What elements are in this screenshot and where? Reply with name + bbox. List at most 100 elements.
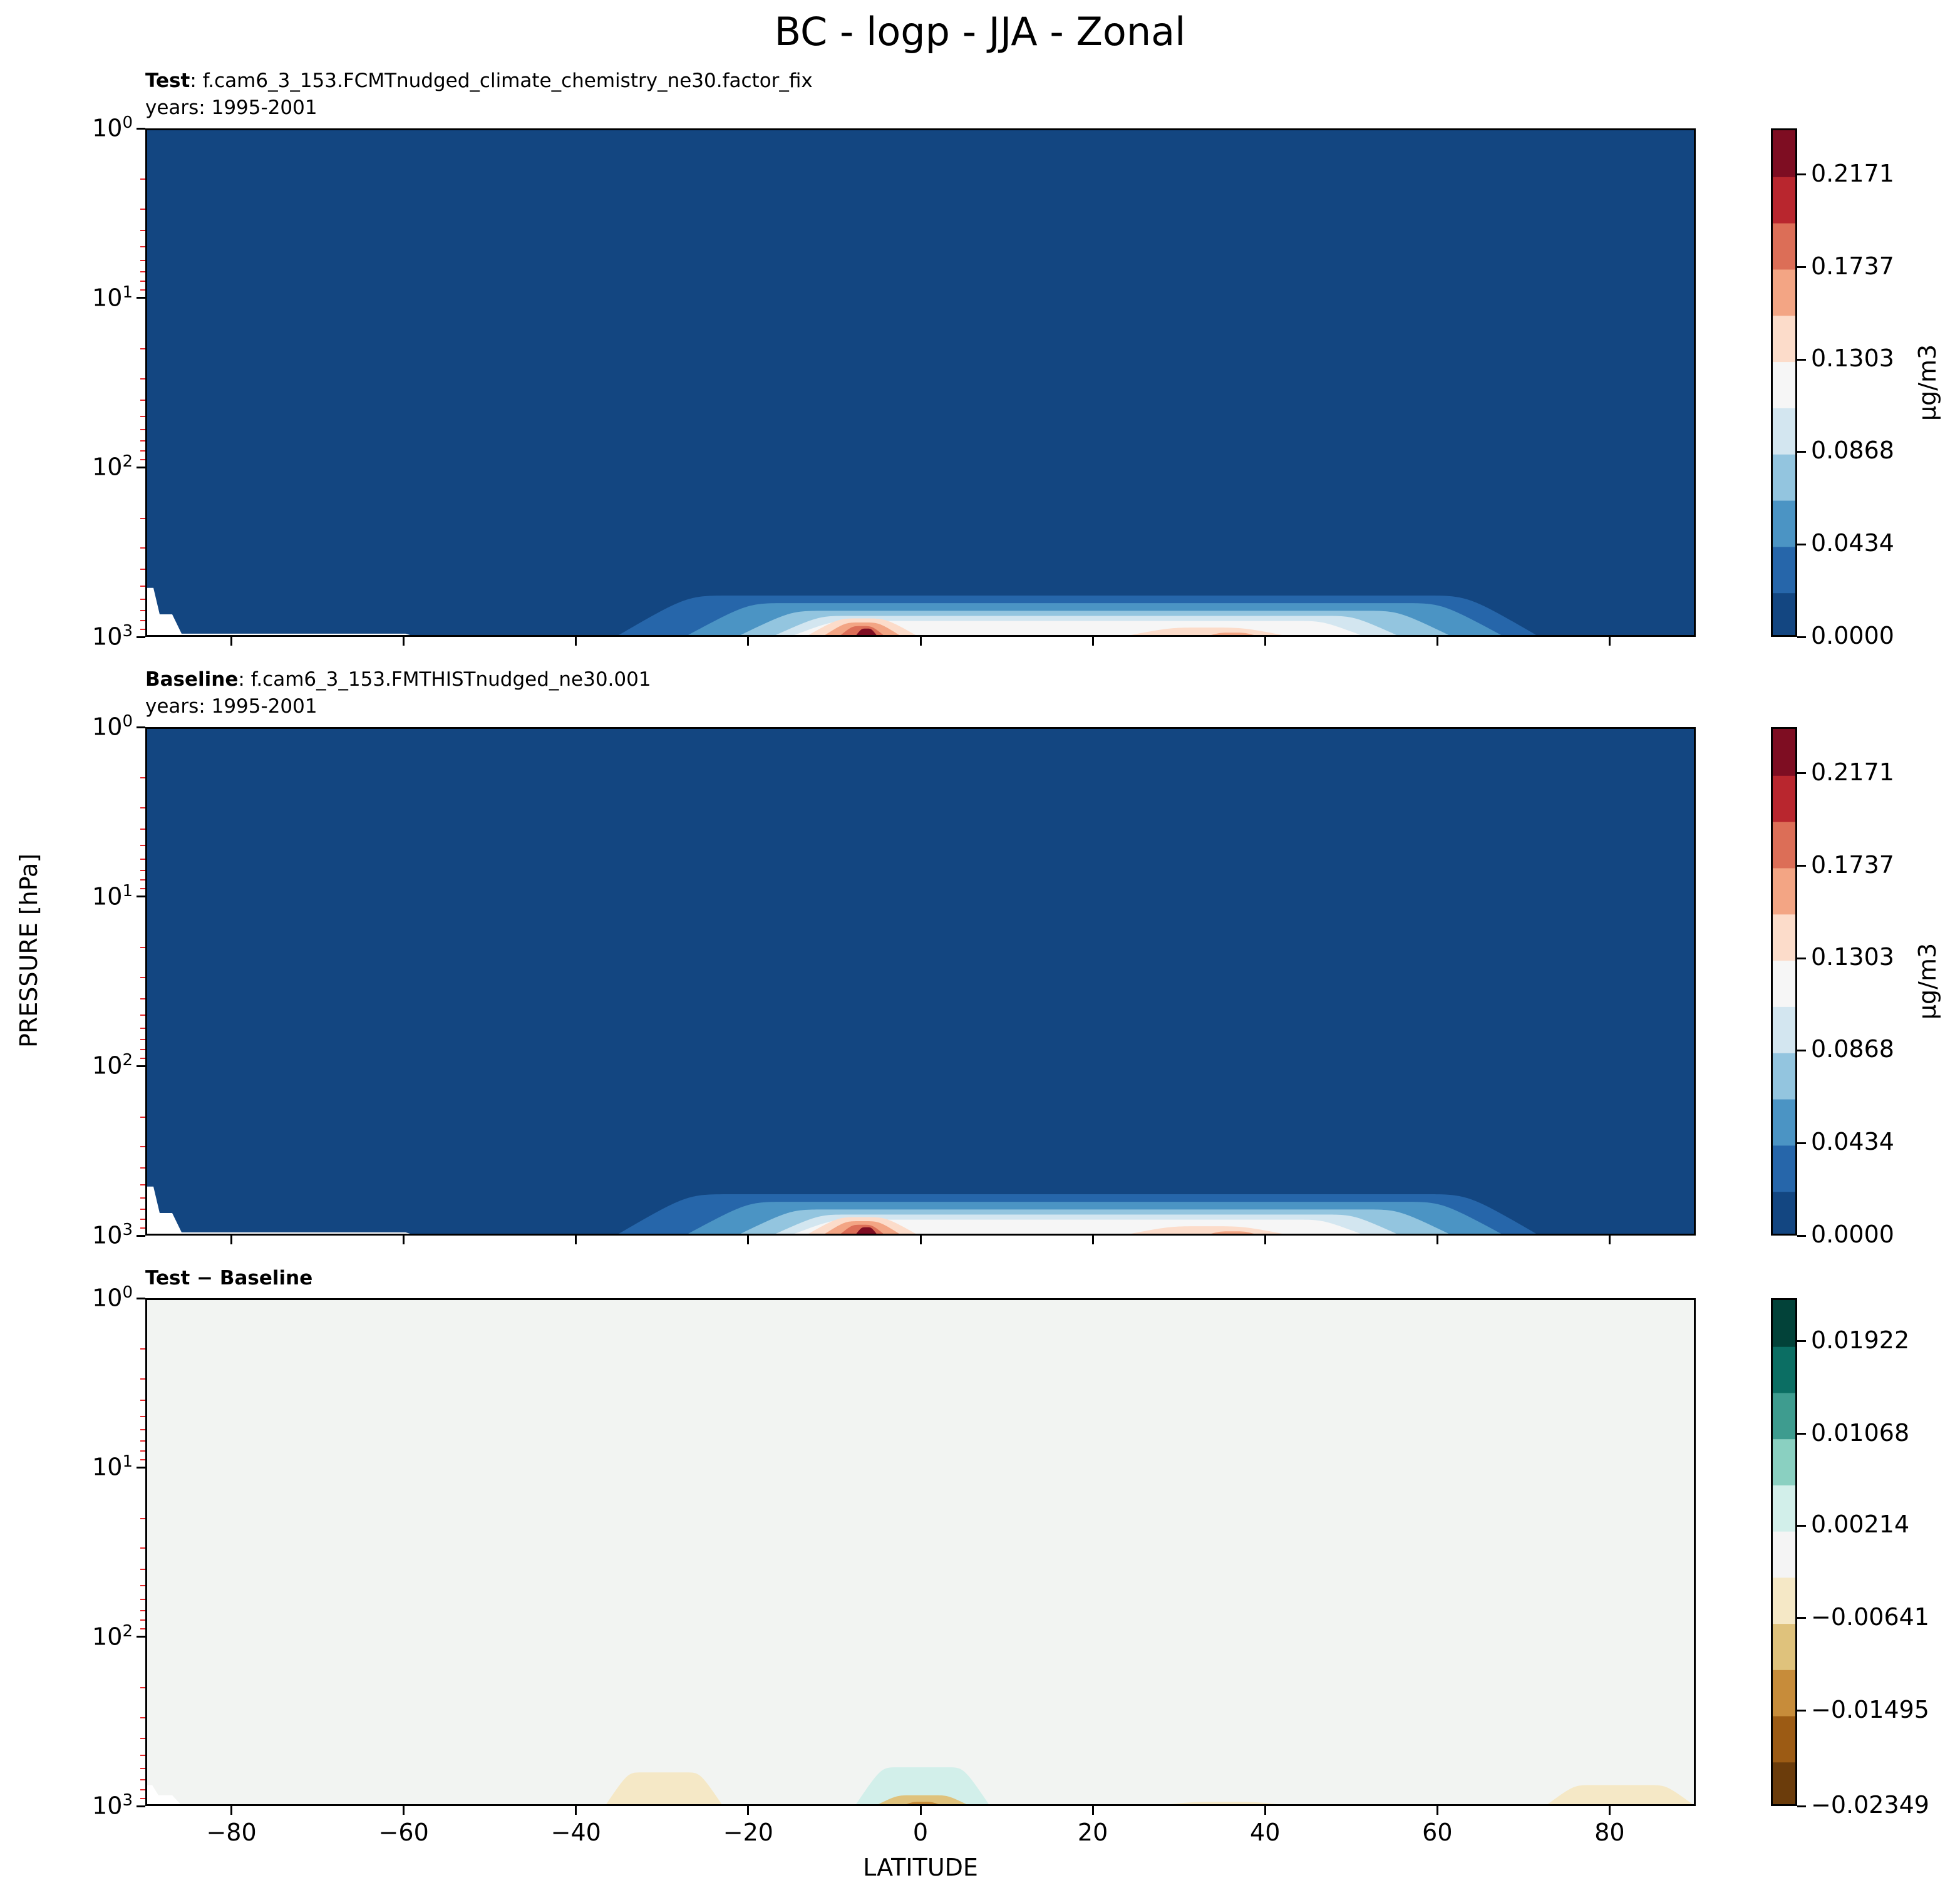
y-minor-tick xyxy=(140,828,145,830)
y-minor-tick xyxy=(140,1450,145,1452)
contour-negative-5 xyxy=(1170,1802,1278,1804)
y-minor-tick xyxy=(140,1197,145,1199)
colorbar-tick-label: 0.2171 xyxy=(1811,758,1894,786)
y-minor-tick xyxy=(140,450,145,452)
panel-title-case: : f.cam6_3_153.FCMTnudged_climate_chemis… xyxy=(190,70,813,92)
y-minor-tick xyxy=(140,598,145,600)
y-minor-tick xyxy=(140,1184,145,1185)
y-minor-tick xyxy=(140,1779,145,1781)
plot-area-3 xyxy=(145,1298,1696,1806)
y-tick-label: 102 xyxy=(64,452,133,481)
y-minor-tick xyxy=(140,1768,145,1770)
x-tick-mark xyxy=(575,1236,577,1244)
missing-data-region xyxy=(147,1186,410,1234)
x-tick-mark xyxy=(747,1806,750,1815)
y-tick-exponent: 3 xyxy=(122,622,133,641)
y-minor-tick xyxy=(140,858,145,860)
colorbar-2 xyxy=(1771,727,1797,1236)
y-tick-label: 102 xyxy=(64,1051,133,1080)
x-tick-mark xyxy=(1091,1236,1094,1244)
contour-negative-3 xyxy=(906,1802,939,1804)
colorbar-tick-mark xyxy=(1797,1049,1806,1051)
y-minor-tick xyxy=(140,271,145,272)
colorbar-1 xyxy=(1771,128,1797,637)
colorbar-tick-mark xyxy=(1797,636,1806,638)
colorbar-tick-label: 0.2171 xyxy=(1811,159,1894,187)
y-minor-tick xyxy=(140,178,145,180)
colorbar-swatch xyxy=(1773,1098,1795,1146)
x-tick-mark xyxy=(1091,1806,1094,1815)
y-minor-tick xyxy=(140,998,145,999)
y-tick-label: 102 xyxy=(64,1622,133,1651)
y-tick-label: 101 xyxy=(64,882,133,911)
colorbar-tick-label: 0.0434 xyxy=(1811,1128,1894,1156)
panel-title-2: Baseline: f.cam6_3_153.FMTHISTnudged_ne3… xyxy=(145,666,651,720)
contour-hotspot-4 xyxy=(856,1227,877,1234)
contour-negative-2 xyxy=(878,1795,967,1804)
colorbar-tick-mark xyxy=(1797,1142,1806,1144)
y-tick-mark xyxy=(137,466,145,468)
y-minor-tick xyxy=(140,628,145,630)
y-minor-tick xyxy=(140,869,145,871)
y-minor-tick xyxy=(140,1717,145,1718)
colorbar-tick-mark xyxy=(1797,957,1806,959)
colorbar-tick-mark xyxy=(1797,1710,1806,1712)
y-tick-base: 10 xyxy=(92,882,123,911)
y-minor-tick xyxy=(140,229,145,231)
y-tick-exponent: 1 xyxy=(122,282,133,302)
y-tick-mark xyxy=(137,127,145,130)
plot-area-1 xyxy=(145,128,1696,637)
colorbar-swatch xyxy=(1773,222,1795,270)
y-tick-exponent: 3 xyxy=(122,1221,133,1239)
contour-secondary-2 xyxy=(1210,1231,1254,1234)
x-tick-mark xyxy=(230,637,233,646)
panel-title-bold: Test − Baseline xyxy=(145,1267,313,1289)
y-tick-mark xyxy=(137,1297,145,1299)
colorbar-swatch xyxy=(1773,1392,1795,1440)
x-tick-mark xyxy=(1264,1806,1266,1815)
y-minor-tick xyxy=(140,1440,145,1442)
y-tick-exponent: 0 xyxy=(122,113,133,132)
x-tick-mark xyxy=(1436,1806,1438,1815)
x-tick-mark xyxy=(919,637,922,646)
y-minor-tick xyxy=(140,1738,145,1740)
colorbar-tick-mark xyxy=(1797,266,1806,269)
y-minor-tick xyxy=(140,1628,145,1630)
panel-title-bold: Test xyxy=(145,70,190,92)
missing-data-region xyxy=(147,587,410,635)
x-tick-mark xyxy=(230,1806,233,1815)
x-tick-label: −40 xyxy=(550,1819,601,1846)
y-tick-mark xyxy=(137,297,145,299)
y-minor-tick xyxy=(140,1754,145,1756)
y-minor-tick xyxy=(140,1619,145,1621)
colorbar-tick-mark xyxy=(1797,173,1806,176)
x-tick-mark xyxy=(919,1806,922,1815)
x-tick-mark xyxy=(403,637,405,646)
colorbar-tick-label: −0.02349 xyxy=(1811,1791,1929,1819)
y-minor-tick xyxy=(140,1517,145,1519)
y-minor-tick xyxy=(140,1028,145,1030)
x-tick-mark xyxy=(1608,1236,1611,1244)
y-tick-exponent: 1 xyxy=(122,881,133,901)
y-minor-tick xyxy=(140,1116,145,1118)
x-tick-mark xyxy=(1436,637,1438,646)
y-minor-tick xyxy=(140,1348,145,1350)
colorbar-swatch xyxy=(1773,269,1795,316)
y-minor-tick xyxy=(140,259,145,261)
contour-plot-1 xyxy=(147,130,1694,635)
y-minor-tick xyxy=(140,1415,145,1417)
x-tick-mark xyxy=(403,1806,405,1815)
colorbar-swatch xyxy=(1773,914,1795,961)
y-minor-tick xyxy=(140,1687,145,1689)
colorbar-swatch xyxy=(1773,1484,1795,1532)
panel-title-bold: Baseline xyxy=(145,668,239,691)
y-minor-tick xyxy=(140,517,145,519)
colorbar-tick-mark xyxy=(1797,865,1806,867)
x-tick-mark xyxy=(403,1236,405,1244)
y-tick-base: 10 xyxy=(92,1051,123,1080)
colorbar-tick-label: 0.1303 xyxy=(1811,943,1894,971)
panel-years: years: 1995-2001 xyxy=(145,695,317,718)
contour-background xyxy=(147,130,1694,635)
x-tick-label: 40 xyxy=(1250,1819,1281,1846)
y-minor-tick xyxy=(140,429,145,431)
